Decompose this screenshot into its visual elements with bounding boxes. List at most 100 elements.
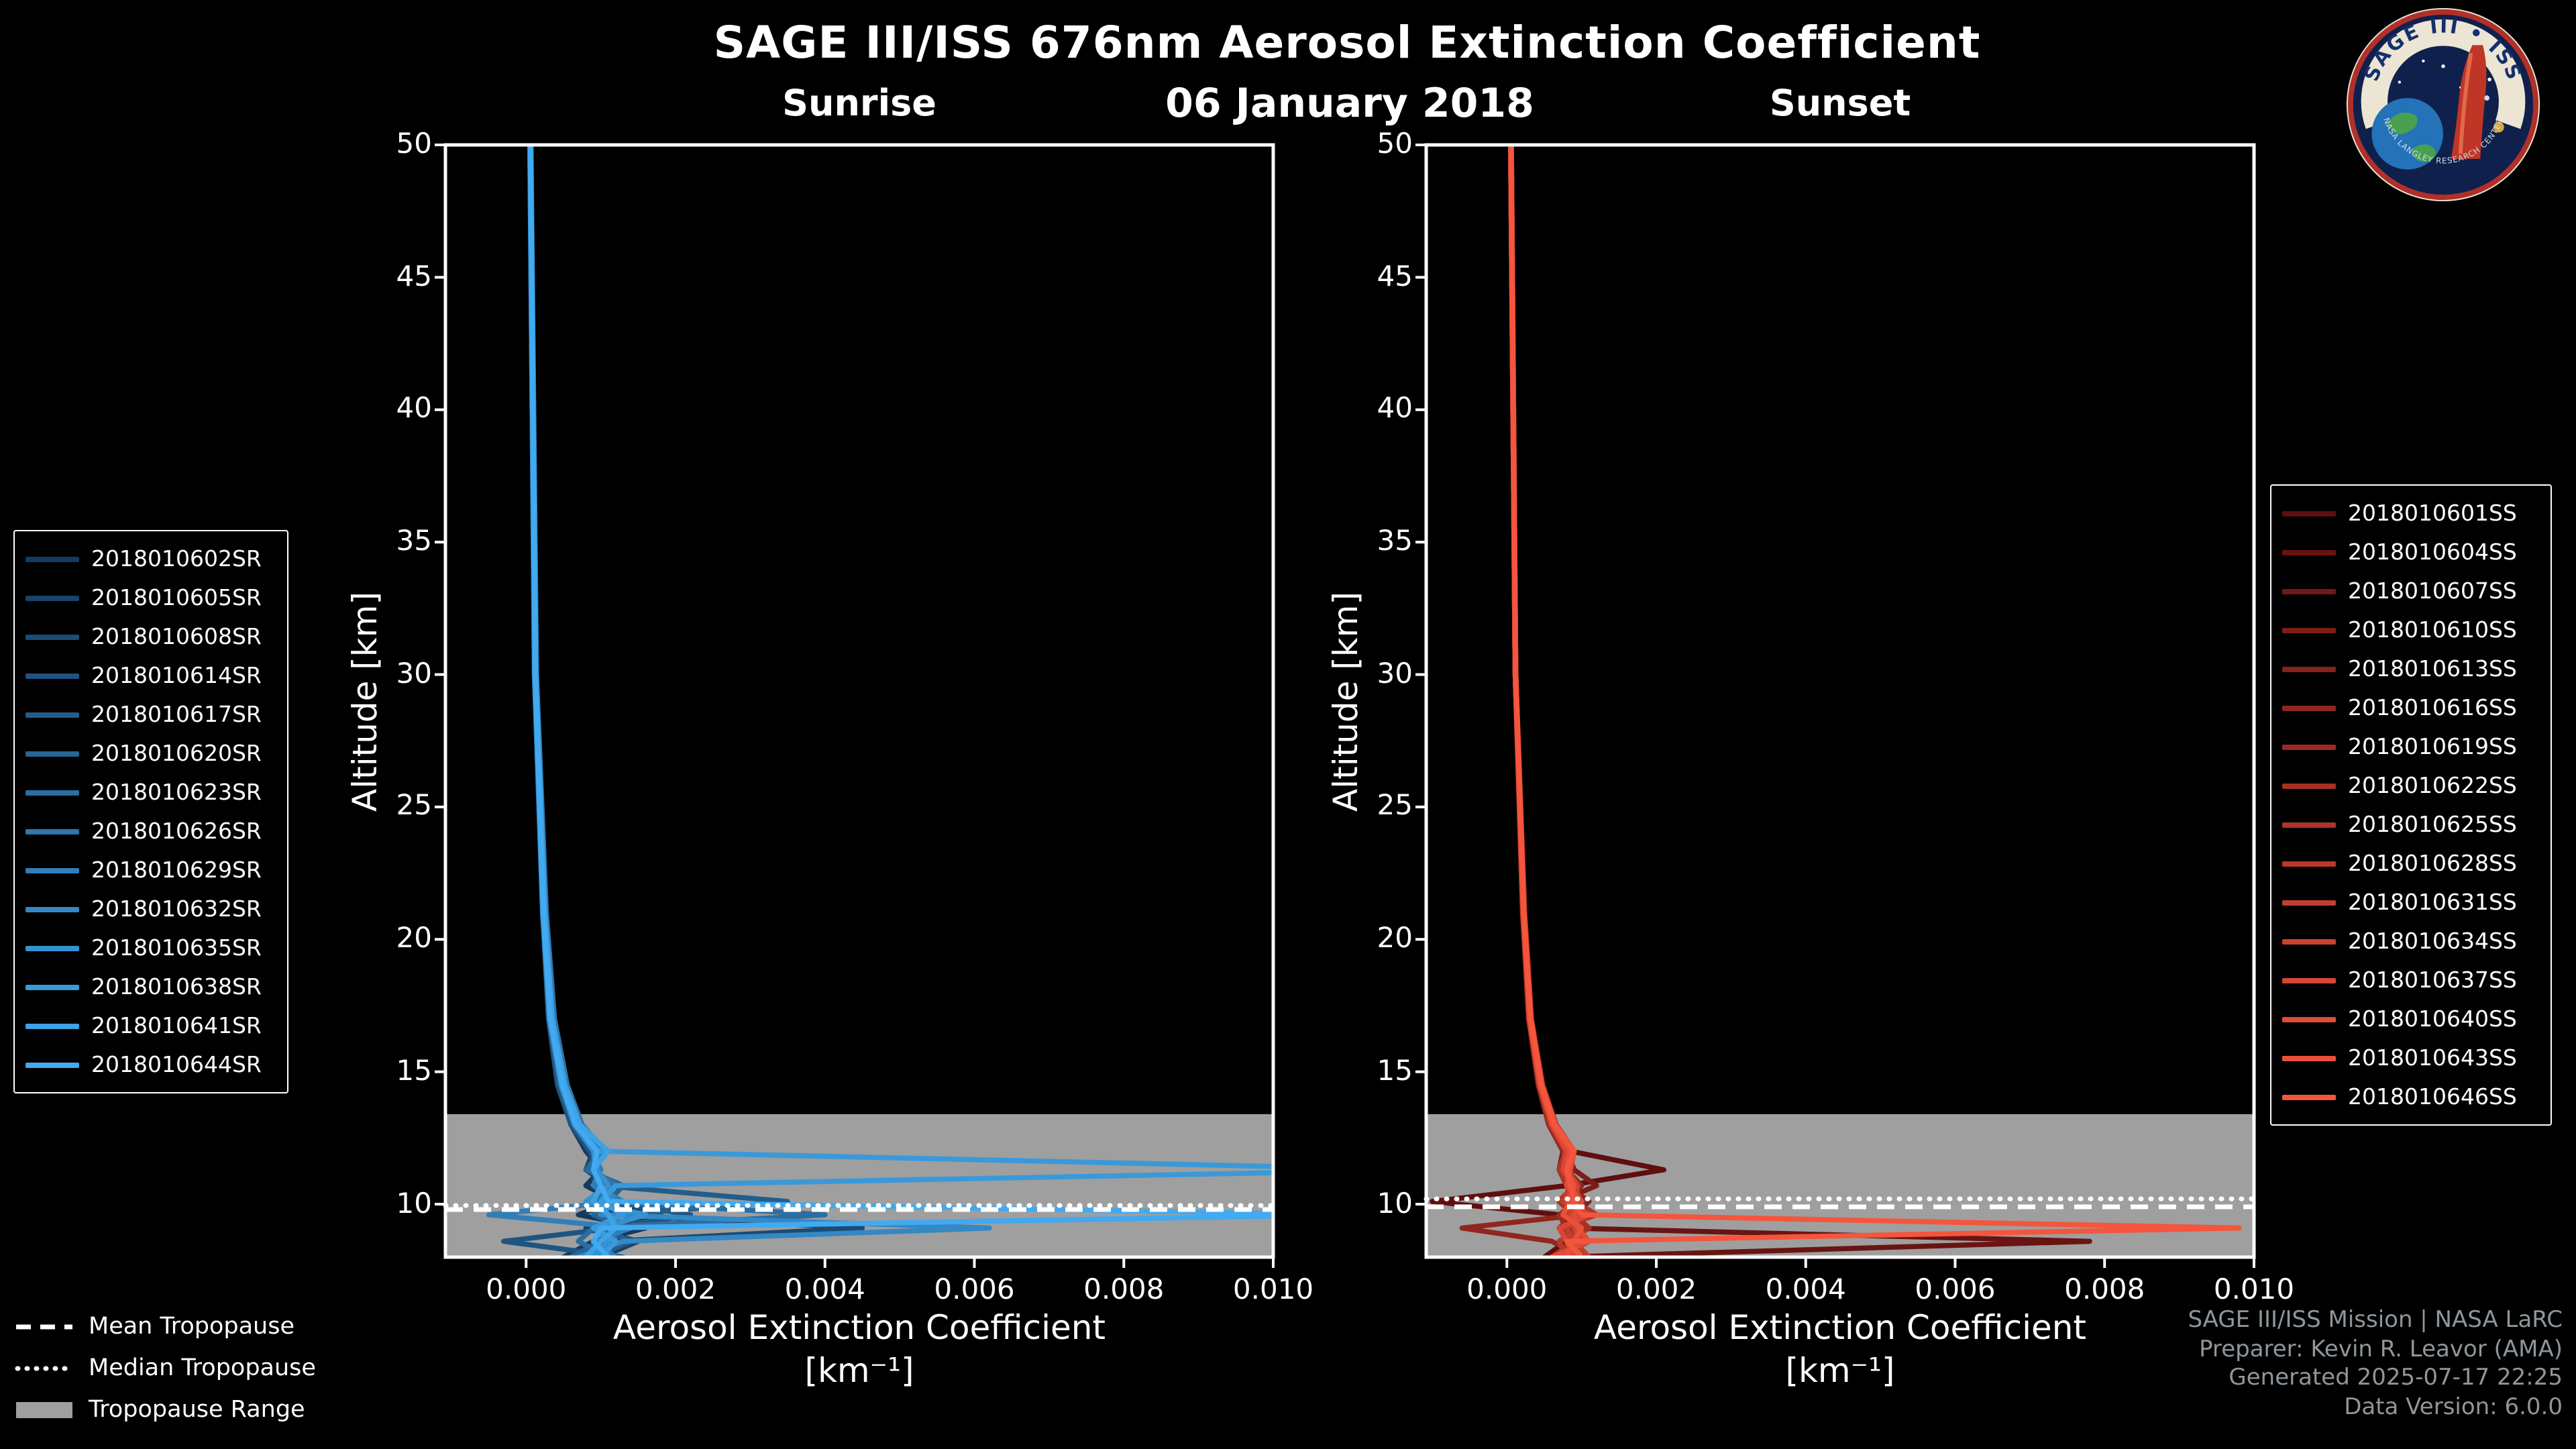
legend-label: 2018010640SS: [2348, 1006, 2517, 1032]
x-tick-label: 0.004: [1765, 1273, 1846, 1305]
profile-2018010641SR: [528, 145, 619, 1257]
legend-line-sample: [2282, 900, 2336, 905]
legend-line-sample: [2282, 705, 2336, 710]
profile-2018010623SR: [527, 145, 828, 1257]
profile-2018010619SS: [1508, 145, 1592, 1257]
y-tick-label: 35: [1377, 525, 1413, 557]
legend-item: 2018010625SS: [2282, 805, 2540, 844]
legend-item: 2018010602SR: [25, 539, 276, 578]
legend-item: 2018010628SS: [2282, 844, 2540, 883]
profile-2018010601SS: [1430, 145, 1666, 1257]
y-tick-label: 40: [396, 392, 432, 425]
y-tick-label: 25: [396, 789, 432, 822]
legend-line-sample: [2282, 783, 2336, 788]
x-tick-label: 0.002: [635, 1273, 716, 1305]
profile-2018010616SS: [1459, 145, 1585, 1257]
legend-line-sample: [25, 634, 79, 639]
legend-item: 2018010614SR: [25, 656, 276, 695]
legend-line-sample: [25, 673, 79, 678]
legend-line-sample: [2282, 666, 2336, 672]
legend-item: 2018010641SR: [25, 1006, 276, 1045]
x-tick-label: 0.006: [934, 1273, 1015, 1305]
sage-iss-logo: SAGE III • ISS NASA LANGLEY RESEARCH CEN…: [2346, 7, 2540, 202]
profile-2018010626SR: [528, 145, 641, 1257]
legend-line-sample: [25, 945, 79, 951]
y-tick-label: 50: [396, 127, 432, 160]
x-tick-label: 0.008: [2064, 1273, 2145, 1305]
legend-label: 2018010641SR: [91, 1013, 262, 1038]
legend-line-sample: [25, 595, 79, 600]
mean-tropopause-label: Mean Tropopause: [89, 1313, 295, 1340]
legend-item: 2018010607SS: [2282, 572, 2540, 610]
x-tick-label: 0.000: [1466, 1273, 1548, 1305]
sunrise-chart: [435, 143, 1276, 1268]
legend-label: 2018010610SS: [2348, 617, 2517, 643]
legend-line-sample: [25, 906, 79, 912]
credit-preparer: Preparer: Kevin R. Leavor (AMA): [2199, 1336, 2563, 1362]
sunrise-panel-title: Sunrise: [782, 83, 936, 125]
legend-label: 2018010644SR: [91, 1052, 262, 1077]
legend-item: 2018010623SR: [25, 773, 276, 812]
y-tick-label: 40: [1377, 392, 1413, 425]
legend-line-sample: [2282, 627, 2336, 633]
legend-item: 2018010646SS: [2282, 1077, 2540, 1116]
sunset-y-axis-label: Altitude [km]: [1326, 591, 1365, 811]
profile-2018010631SS: [1508, 145, 1592, 1257]
legend-item: 2018010626SR: [25, 812, 276, 851]
median-tropopause-label: Median Tropopause: [89, 1354, 316, 1381]
sunrise-legend: 2018010602SR 2018010605SR 2018010608SR 2018…: [13, 530, 288, 1093]
profile-2018010637SS: [1508, 145, 1592, 1257]
x-tick-label: 0.002: [1615, 1273, 1697, 1305]
y-tick-label: 25: [1377, 789, 1413, 822]
sunset-x-axis-label: Aerosol Extinction Coefficient: [1593, 1308, 2087, 1347]
tropopause-range-legend-item: Tropopause Range: [13, 1389, 316, 1430]
legend-label: 2018010602SR: [91, 546, 262, 572]
legend-label: 2018010605SR: [91, 585, 262, 610]
median-tropopause-legend-item: Median Tropopause: [13, 1347, 316, 1389]
legend-item: 2018010622SS: [2282, 766, 2540, 805]
legend-line-sample: [25, 712, 79, 717]
x-tick-label: 0.008: [1083, 1273, 1165, 1305]
x-tick-label: 0.010: [1232, 1273, 1314, 1305]
legend-line-sample: [25, 556, 79, 561]
legend-item: 2018010640SS: [2282, 1000, 2540, 1038]
credit-data-version: Data Version: 6.0.0: [2344, 1393, 2563, 1420]
legend-line-sample: [2282, 822, 2336, 827]
x-tick-label: 0.006: [1915, 1273, 1996, 1305]
legend-label: 2018010622SS: [2348, 773, 2517, 798]
y-tick-label: 50: [1377, 127, 1413, 160]
y-tick-label: 35: [396, 525, 432, 557]
tropopause-range-label: Tropopause Range: [89, 1396, 305, 1423]
y-tick-label: 20: [396, 922, 432, 955]
credit-mission: SAGE III/ISS Mission | NASA LaRC: [2188, 1307, 2563, 1334]
legend-label: 2018010608SR: [91, 624, 262, 649]
legend-line-sample: [25, 790, 79, 795]
legend-line-sample: [25, 867, 79, 873]
mean-tropopause-sample-icon: [16, 1324, 72, 1329]
y-tick-label: 30: [396, 657, 432, 690]
legend-line-sample: [2282, 1094, 2336, 1099]
legend-item: 2018010608SR: [25, 617, 276, 656]
sunset-panel-title: Sunset: [1769, 83, 1911, 125]
sunset-chart: [1415, 143, 2257, 1268]
legend-item: 2018010635SR: [25, 928, 276, 967]
legend-label: 2018010646SS: [2348, 1084, 2517, 1110]
legend-line-sample: [25, 1062, 79, 1067]
legend-item: 2018010617SR: [25, 695, 276, 734]
profile-2018010610SS: [1508, 145, 1599, 1257]
profile-2018010604SS: [1508, 145, 2092, 1257]
y-tick-label: 20: [1377, 922, 1413, 955]
legend-line-sample: [2282, 977, 2336, 983]
legend-line-sample: [25, 984, 79, 989]
profile-2018010629SR: [486, 145, 633, 1257]
axes-border: [443, 143, 1275, 1259]
y-tick-label: 30: [1377, 657, 1413, 690]
legend-label: 2018010623SR: [91, 780, 262, 805]
legend-line-sample: [25, 1023, 79, 1028]
legend-item: 2018010644SR: [25, 1045, 276, 1084]
tropopause-legend: Mean Tropopause Median Tropopause Tropop…: [13, 1305, 316, 1430]
profile-2018010638SR: [528, 145, 1273, 1257]
legend-label: 2018010614SR: [91, 663, 262, 688]
legend-label: 2018010635SR: [91, 935, 262, 961]
